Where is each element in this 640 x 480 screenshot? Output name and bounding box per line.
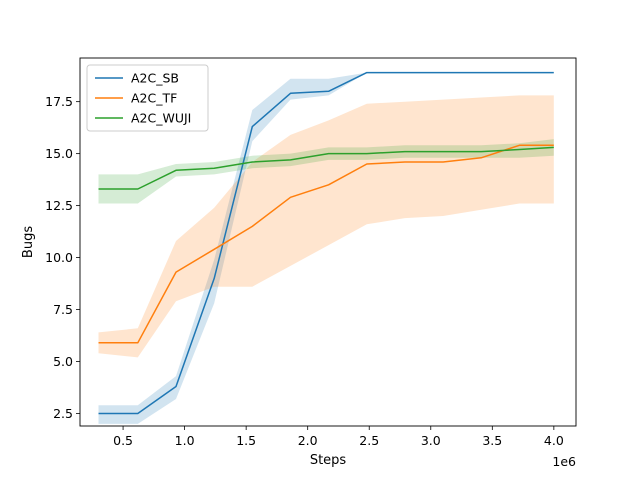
line-a2c-sb [98,71,554,415]
y-tick-label: 7.5 [53,302,73,317]
x-tick-label: 4.0 [544,433,564,448]
x-tick-label: 1.5 [236,433,256,448]
band-a2c-wuji [98,139,554,204]
x-axis-offset-label: 1e6 [552,454,576,469]
x-tick-label: 3.5 [482,433,502,448]
line-a2c-tf [98,144,554,344]
x-tick-label: 0.5 [113,433,133,448]
line-a2c-wuji [98,146,554,190]
x-axis-ticks: 0.5 1.0 1.5 2.0 2.5 3.0 3.5 4.0 [113,426,564,448]
legend: A2C_SB A2C_TF A2C_WUJI [86,64,209,132]
y-tick-label: 10.0 [45,250,73,265]
x-tick-label: 3.0 [421,433,441,448]
legend-label: A2C_TF [131,91,177,106]
plot-frame [79,57,577,427]
legend-label: A2C_WUJI [131,111,191,126]
x-axis-label: Steps [310,453,347,468]
y-tick-label: 15.0 [45,146,73,161]
y-axis-label: Bugs [21,226,36,258]
y-tick-label: 12.5 [45,198,73,213]
series-lines [98,71,554,415]
y-tick-label: 5.0 [53,354,73,369]
y-tick-label: 17.5 [45,94,73,109]
x-tick-label: 1.0 [175,433,195,448]
x-tick-label: 2.0 [298,433,318,448]
y-tick-label: 2.5 [53,406,73,421]
legend-label: A2C_SB [131,71,179,86]
legend-box [86,64,209,132]
confidence-bands [98,72,554,424]
x-tick-label: 2.5 [359,433,379,448]
band-a2c-tf [98,95,554,358]
y-axis-ticks: 2.5 5.0 7.5 10.0 12.5 15.0 17.5 [45,94,80,421]
